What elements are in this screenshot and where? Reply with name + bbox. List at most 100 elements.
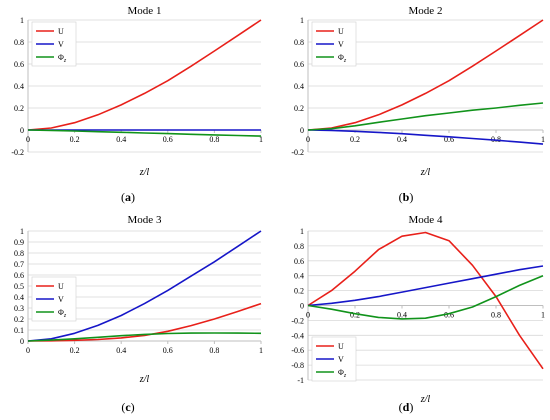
- series-line-u: [27, 302, 262, 342]
- panel-label-d: (d): [398, 400, 414, 414]
- y-tick-label: 0.4: [294, 272, 304, 281]
- y-tick-label: 0.2: [14, 315, 24, 324]
- y-tick-label: 0.8: [14, 249, 24, 258]
- x-axis-label: z/l: [139, 374, 150, 385]
- x-tick-label: 1: [541, 135, 545, 144]
- chart-panel-4: -1-0.8-0.6-0.4-0.200.20.40.60.810 0.2 0.4 0…: [291, 214, 545, 405]
- x-tick-label: 0.6: [444, 311, 454, 320]
- y-tick-label: 1: [20, 227, 24, 236]
- legend-label: Φz: [338, 53, 347, 64]
- y-tick-label: 0.8: [294, 38, 304, 47]
- y-tick-label: 0.9: [14, 238, 24, 247]
- legend-label: Φz: [58, 308, 67, 319]
- x-tick-label: 0.2: [350, 311, 360, 320]
- legend: UV Φz: [31, 21, 77, 67]
- y-tick-label: -0.2: [11, 148, 24, 157]
- series-line-phi: [307, 274, 544, 320]
- panel-label-a: (a): [121, 190, 135, 204]
- x-tick-label: 0.4: [397, 311, 407, 320]
- y-tick-label: 0.8: [294, 242, 304, 251]
- x-tick-label: 0: [306, 135, 310, 144]
- y-tick-label: -0.2: [291, 148, 304, 157]
- y-tick-label: 0.1: [14, 326, 24, 335]
- y-tick-label: 0.6: [294, 257, 304, 266]
- x-tick-label: 1: [259, 346, 263, 355]
- x-tick-label: 0.6: [163, 135, 173, 144]
- legend-label: U: [58, 27, 64, 36]
- chart-panel-3: 0 0.1 0.2 0.3 0.4 0.5 0.6 0.7 0.8 0.9 1 0 0.2 0.4 0.6 0…: [14, 214, 263, 385]
- y-tick-label: 0.2: [294, 287, 304, 296]
- legend-label: Φz: [58, 53, 67, 64]
- series-line-phi: [307, 102, 544, 131]
- x-axis-label: z/l: [139, 167, 150, 178]
- series-line-u: [307, 231, 544, 370]
- x-tick-label: 0.4: [116, 135, 126, 144]
- x-tick-label: 0.4: [116, 346, 126, 355]
- legend-label: V: [58, 40, 64, 49]
- series-line-v: [27, 230, 262, 342]
- legend-label: Φz: [338, 368, 347, 379]
- legend-label: U: [338, 342, 344, 351]
- legend: UV Φz: [311, 21, 357, 67]
- y-tick-label: 1: [300, 16, 304, 25]
- y-tick-label: -0.6: [291, 346, 304, 355]
- legend-label: V: [58, 295, 64, 304]
- series-line-u: [27, 19, 262, 131]
- chart-title: Mode 1: [128, 5, 162, 17]
- x-tick-label: 0.8: [209, 346, 219, 355]
- x-axis-label: z/l: [420, 394, 431, 405]
- x-tick-label: 0.8: [491, 311, 501, 320]
- legend: UV Φz: [311, 336, 357, 382]
- x-tick-label: 0.6: [163, 346, 173, 355]
- series-line-u: [307, 19, 544, 131]
- x-tick-label: 0.2: [350, 135, 360, 144]
- series-line-v: [307, 265, 544, 307]
- x-tick-label: 1: [259, 135, 263, 144]
- y-tick-label: 0: [20, 126, 24, 135]
- x-tick-label: 0: [306, 311, 310, 320]
- x-tick-label: 0.2: [70, 135, 80, 144]
- x-tick-label: 0.4: [397, 135, 407, 144]
- x-tick-label: 0.2: [70, 346, 80, 355]
- legend-label: V: [338, 355, 344, 364]
- panel-label-b: (b): [398, 190, 414, 204]
- y-tick-label: 1: [300, 227, 304, 236]
- x-tick-label: 0.6: [444, 135, 454, 144]
- y-tick-label: 0: [300, 302, 304, 311]
- x-tick-label: 0: [26, 135, 30, 144]
- y-tick-label: 0.4: [294, 82, 304, 91]
- x-tick-label: 0: [26, 346, 30, 355]
- legend-label: U: [338, 27, 344, 36]
- y-tick-label: -0.2: [291, 316, 304, 325]
- x-tick-label: 1: [541, 311, 545, 320]
- chart-title: Mode 3: [128, 214, 162, 226]
- y-tick-label: 0.6: [294, 60, 304, 69]
- y-tick-label: 0.6: [14, 271, 24, 280]
- series-line-v: [307, 129, 544, 145]
- y-tick-label: 0.5: [14, 282, 24, 291]
- y-tick-label: 0.2: [14, 104, 24, 113]
- legend-label: V: [338, 40, 344, 49]
- y-tick-label: -0.4: [291, 331, 304, 340]
- legend-label: U: [58, 282, 64, 291]
- x-axis-label: z/l: [420, 167, 431, 178]
- chart-title: Mode 4: [409, 214, 443, 226]
- y-tick-label: 1: [20, 16, 24, 25]
- y-tick-label: -0.8: [291, 361, 304, 370]
- y-tick-label: 0.2: [294, 104, 304, 113]
- legend: UV Φz: [31, 276, 77, 322]
- x-tick-label: 0.8: [209, 135, 219, 144]
- y-tick-label: 0: [20, 337, 24, 346]
- series-line-phi: [27, 129, 262, 137]
- series-line-phi: [27, 332, 262, 342]
- y-tick-label: 0.7: [14, 260, 24, 269]
- y-tick-label: 0.3: [14, 304, 24, 313]
- y-tick-label: 0.4: [14, 293, 24, 302]
- y-tick-label: 0.8: [14, 38, 24, 47]
- panel-label-c: (c): [121, 400, 135, 414]
- y-tick-label: 0.6: [14, 60, 24, 69]
- y-tick-label: -1: [297, 376, 304, 385]
